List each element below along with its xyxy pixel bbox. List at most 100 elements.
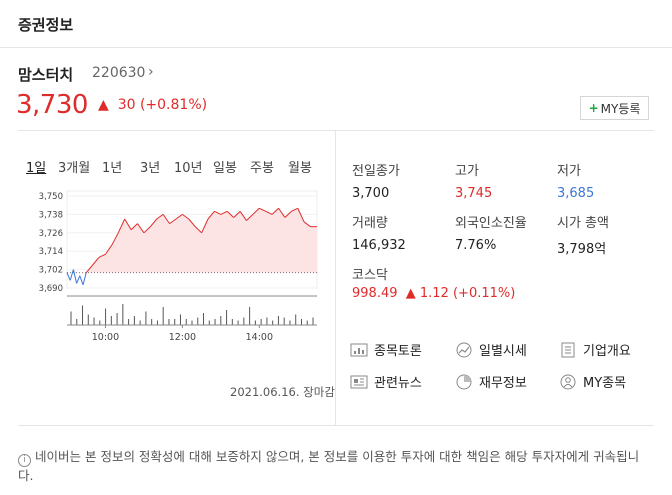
link-label: 일별시세 xyxy=(479,344,527,359)
price-line-segment xyxy=(117,218,126,234)
price-line-segment xyxy=(220,210,228,215)
price-line-segment xyxy=(278,207,286,218)
stat-market-cap: 시가 총액 3,798억 xyxy=(557,212,609,257)
price-line-segment xyxy=(175,213,183,220)
y-tick-label: 3,714 xyxy=(39,247,63,257)
y-tick-label: 3,690 xyxy=(39,284,63,294)
tab-monthly[interactable]: 월봉 xyxy=(288,161,312,176)
price-line-segment xyxy=(169,218,177,225)
stat-value: 7.76% xyxy=(455,238,497,253)
price-line-segment xyxy=(72,269,78,284)
price-line-segment xyxy=(194,226,202,234)
price-line-segment xyxy=(137,223,145,234)
link-label: 재무정보 xyxy=(479,376,527,391)
price-line-segment xyxy=(130,223,138,231)
tab-1d[interactable]: 1일 xyxy=(26,161,47,176)
price-line-segment xyxy=(149,218,158,227)
info-icon: i xyxy=(18,454,31,467)
stat-label: 저가 xyxy=(557,164,581,179)
price-line-segment xyxy=(214,210,222,215)
tab-3y[interactable]: 3년 xyxy=(140,161,161,176)
link-daily-price[interactable]: 일별시세 xyxy=(455,340,527,359)
stat-value: 146,932 xyxy=(352,238,406,253)
document-icon xyxy=(561,342,575,357)
kosdaq-value: 998.49 ▲ 1.12 (+0.11%) xyxy=(352,286,515,301)
divider-vertical xyxy=(335,131,336,425)
tab-3m[interactable]: 3개월 xyxy=(58,161,91,176)
link-related-news[interactable]: 관련뉴스 xyxy=(350,372,422,391)
x-tick-label: 14:00 xyxy=(246,332,273,343)
price-line-segment xyxy=(252,207,260,215)
y-tick-label: 3,726 xyxy=(39,229,63,239)
link-label: 기업개요 xyxy=(583,344,631,359)
news-icon xyxy=(350,375,368,388)
price-change: ▲ 30 (+0.81%) xyxy=(98,97,207,113)
link-label: 종목토론 xyxy=(374,344,422,359)
price-line-segment xyxy=(92,257,100,266)
link-discussion[interactable]: 종목토론 xyxy=(350,340,422,359)
stat-label: 시가 총액 xyxy=(557,216,609,231)
y-tick-label: 3,738 xyxy=(39,210,63,220)
price-chart: 3,750 3,738 3,726 3,714 3,702 3,690 10:00 12:00… xyxy=(39,190,318,343)
price-line-segment xyxy=(297,208,305,223)
price-line-segment xyxy=(82,272,87,286)
stat-foreign-ratio: 외국인소진율 7.76% xyxy=(455,212,527,253)
price-line-segment xyxy=(143,226,151,234)
stat-label: 전일종가 xyxy=(352,164,400,179)
price-line-segment xyxy=(66,272,71,281)
price-line-segment xyxy=(303,221,311,228)
price-line-segment xyxy=(291,207,298,212)
price-line-segment xyxy=(111,232,119,246)
price-line-segment xyxy=(246,214,254,221)
divider xyxy=(18,425,654,426)
price-line-segment xyxy=(69,269,74,281)
price-line-segment xyxy=(226,210,235,218)
price-line-segment xyxy=(124,218,132,230)
stock-name[interactable]: 맘스터치 xyxy=(18,66,74,84)
kosdaq-index: 998.49 xyxy=(352,286,398,301)
stat-prev-close: 전일종가 3,700 xyxy=(352,160,400,201)
price-line-segment xyxy=(265,210,273,215)
divider xyxy=(18,130,654,131)
stat-label: 고가 xyxy=(455,164,479,179)
stat-value: 3,798억 xyxy=(557,242,607,257)
link-company-overview[interactable]: 기업개요 xyxy=(559,340,631,359)
stock-code[interactable]: 220630 xyxy=(92,65,146,81)
price-line-segment xyxy=(271,207,279,215)
price-line-segment xyxy=(207,211,215,220)
tab-10y[interactable]: 10년 xyxy=(174,161,203,176)
link-label: MY종목 xyxy=(583,376,627,391)
y-tick-label: 3,750 xyxy=(39,192,63,202)
price-line-segment xyxy=(284,210,292,218)
tab-daily[interactable]: 일봉 xyxy=(213,161,237,176)
up-arrow-icon: ▲ xyxy=(405,286,416,301)
piechart-icon xyxy=(456,374,472,389)
price-line-segment xyxy=(239,211,247,221)
kosdaq-label: 코스닥 xyxy=(352,268,388,283)
my-register-button[interactable]: + MY등록 xyxy=(580,96,649,120)
plus-icon: + xyxy=(588,101,599,115)
tab-weekly[interactable]: 주봉 xyxy=(250,161,274,176)
price-line-segment xyxy=(182,213,190,220)
trend-icon xyxy=(456,342,472,357)
price-line-segment xyxy=(98,253,106,258)
y-tick-label: 3,702 xyxy=(39,266,63,276)
tab-1y[interactable]: 1년 xyxy=(102,161,123,176)
stat-high: 고가 3,745 xyxy=(455,160,492,201)
price-line-segment xyxy=(76,275,81,284)
price-line-segment xyxy=(201,218,209,234)
link-label: 관련뉴스 xyxy=(374,376,422,391)
x-tick-label: 10:00 xyxy=(92,332,119,343)
current-price: 3,730 xyxy=(16,90,88,120)
link-my-stocks[interactable]: MY종목 xyxy=(559,372,626,391)
price-line-segment xyxy=(105,244,113,255)
area-fill xyxy=(67,208,317,273)
price-change-value: 30 (+0.81%) xyxy=(117,97,208,113)
header: 증권정보 xyxy=(0,0,672,48)
chevron-right-icon[interactable]: › xyxy=(148,64,154,80)
up-arrow-icon: ▲ xyxy=(98,97,109,113)
price-line-segment xyxy=(79,275,84,286)
link-financials[interactable]: 재무정보 xyxy=(455,372,527,391)
stat-label: 외국인소진율 xyxy=(455,216,527,231)
user-icon xyxy=(560,374,576,389)
